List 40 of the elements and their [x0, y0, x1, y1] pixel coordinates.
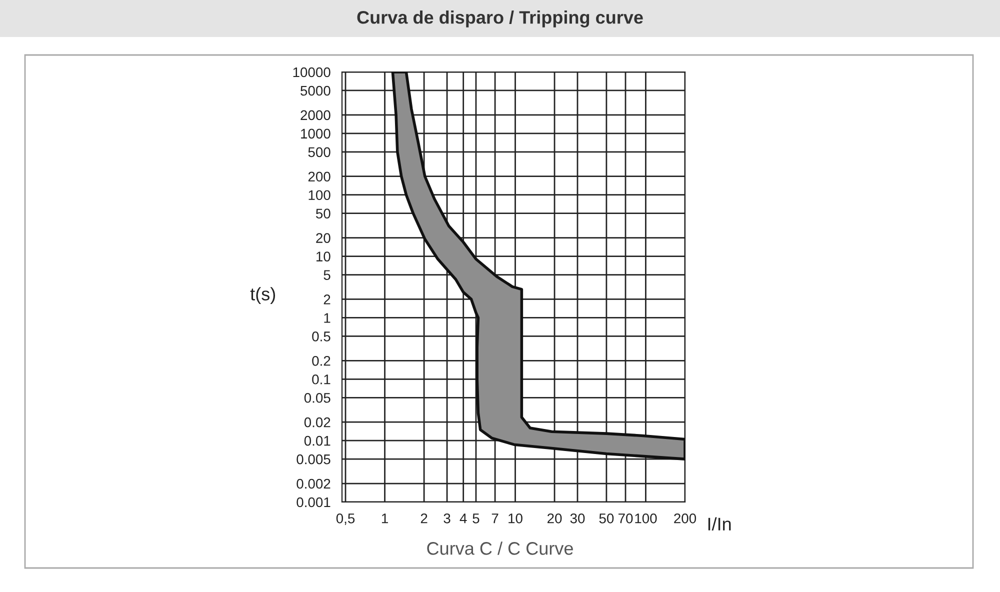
x-tick-label: 3: [444, 513, 450, 524]
x-tick-label: 30: [570, 513, 585, 524]
y-tick-label: 10000: [293, 67, 330, 78]
y-tick-label: 1: [324, 313, 330, 323]
x-tick-label: 0,5: [336, 513, 355, 525]
y-tick-label: 2: [324, 294, 330, 304]
y-tick-label: 2000: [300, 110, 330, 120]
y-tick-label: 0.002: [296, 478, 330, 489]
y-tick-label: 1000: [301, 128, 330, 139]
x-tick-label: 1: [382, 514, 388, 524]
y-tick-label: 0.1: [312, 374, 330, 384]
y-tick-label: 20: [316, 233, 330, 243]
x-tick-label: 200: [674, 513, 696, 524]
y-tick-label: 0.5: [312, 332, 330, 342]
x-tick-label: 20: [548, 513, 562, 524]
y-tick-label: 0.001: [296, 497, 330, 508]
y-tick-label: 100: [308, 190, 330, 200]
x-tick-label: 10: [508, 513, 522, 524]
y-tick-label: 50: [316, 208, 330, 219]
y-tick-label: 0.005: [296, 454, 330, 464]
y-tick-label: 10: [316, 252, 330, 262]
x-tick-label: 5: [472, 514, 480, 524]
y-tick-label: 5000: [300, 86, 330, 96]
x-tick-label: 2: [420, 513, 428, 524]
y-tick-label: 0.02: [304, 417, 330, 428]
y-tick-label: 5: [324, 270, 330, 280]
text: Curva C / C Curve: [427, 542, 573, 555]
y-tick-label: 0.01: [304, 436, 330, 446]
x-tick-label: 4: [460, 514, 467, 524]
chart-title: Curva de disparo / Tripping curve: [357, 10, 643, 28]
x-tick-label: 7: [492, 514, 498, 524]
y-tick-label: 0.05: [304, 392, 330, 403]
y-tick-label: 500: [308, 147, 330, 158]
y-tick-label: 0.2: [312, 356, 330, 366]
x-tick-label: 100: [635, 513, 657, 524]
y-axis-title: t(s): [250, 287, 276, 304]
x-tick-label: 70: [618, 513, 633, 524]
y-tick-label: 200: [308, 172, 330, 182]
x-axis-title: I/In: [708, 517, 731, 530]
x-tick-label: 50: [599, 513, 614, 524]
